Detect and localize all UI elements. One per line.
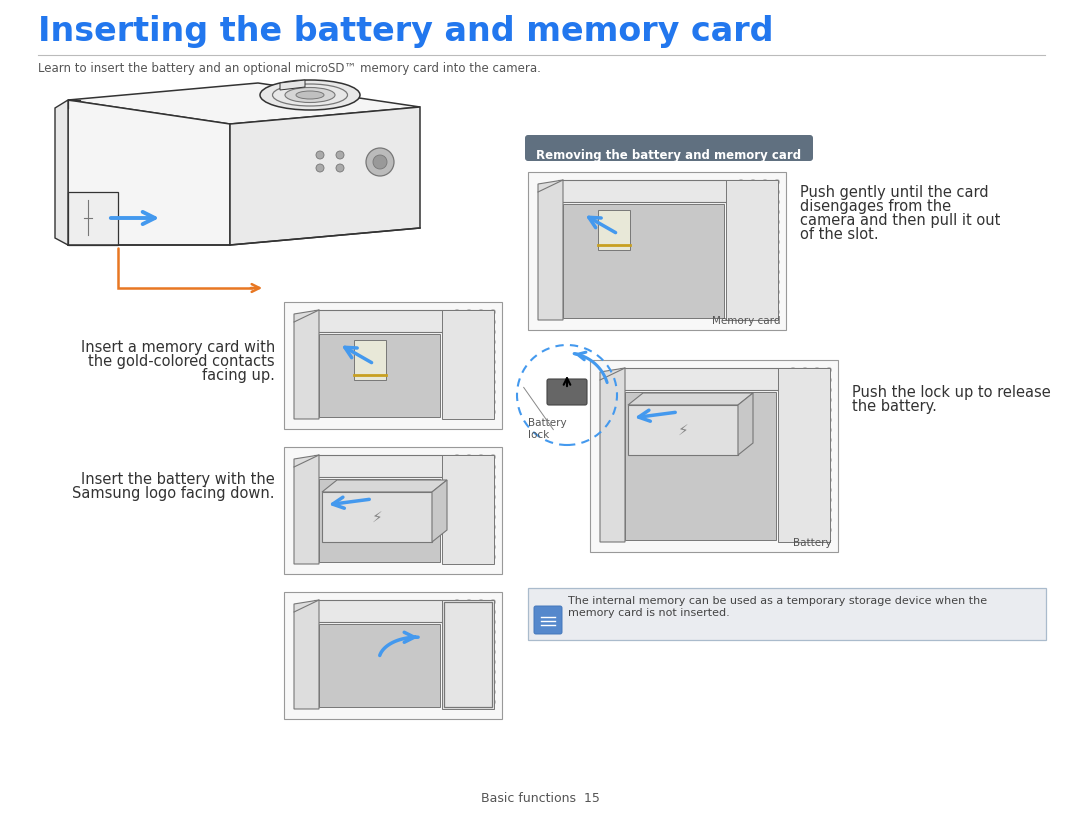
Polygon shape — [442, 600, 494, 709]
Polygon shape — [68, 192, 118, 245]
FancyBboxPatch shape — [590, 360, 838, 552]
Text: the gold-colored contacts: the gold-colored contacts — [89, 354, 275, 369]
Circle shape — [336, 151, 345, 159]
Circle shape — [366, 148, 394, 176]
Text: Battery: Battery — [794, 538, 832, 548]
Polygon shape — [442, 455, 494, 564]
Text: Insert a memory card with: Insert a memory card with — [81, 340, 275, 355]
Polygon shape — [68, 100, 230, 245]
Text: the battery.: the battery. — [852, 399, 936, 414]
Polygon shape — [778, 368, 831, 542]
Circle shape — [373, 155, 387, 169]
Polygon shape — [319, 624, 440, 707]
Polygon shape — [432, 480, 447, 542]
Text: lock: lock — [528, 430, 550, 440]
FancyBboxPatch shape — [528, 588, 1047, 640]
Polygon shape — [354, 340, 386, 380]
Text: Basic functions  15: Basic functions 15 — [481, 792, 599, 805]
Polygon shape — [314, 600, 490, 622]
Polygon shape — [538, 180, 563, 320]
Circle shape — [336, 164, 345, 172]
FancyBboxPatch shape — [528, 172, 786, 330]
Circle shape — [316, 164, 324, 172]
Polygon shape — [314, 310, 490, 332]
Polygon shape — [444, 602, 492, 707]
Text: disengages from the: disengages from the — [800, 199, 951, 214]
Polygon shape — [294, 600, 319, 709]
Ellipse shape — [296, 91, 324, 99]
Polygon shape — [442, 310, 494, 419]
Text: camera and then pull it out: camera and then pull it out — [800, 213, 1000, 228]
Polygon shape — [314, 455, 490, 477]
Text: facing up.: facing up. — [202, 368, 275, 383]
Text: Push the lock up to release: Push the lock up to release — [852, 385, 1051, 400]
Text: Battery: Battery — [528, 418, 567, 428]
Polygon shape — [322, 492, 432, 542]
Polygon shape — [230, 107, 420, 245]
Polygon shape — [598, 210, 630, 250]
Polygon shape — [558, 180, 774, 202]
Circle shape — [316, 151, 324, 159]
Polygon shape — [738, 393, 753, 455]
Text: Learn to insert the battery and an optional microSD™ memory card into the camera: Learn to insert the battery and an optio… — [38, 62, 541, 75]
Text: memory card is not inserted.: memory card is not inserted. — [568, 608, 730, 618]
Text: Push gently until the card: Push gently until the card — [800, 185, 988, 200]
Text: The internal memory can be used as a temporary storage device when the: The internal memory can be used as a tem… — [568, 596, 987, 606]
FancyBboxPatch shape — [525, 135, 813, 161]
FancyBboxPatch shape — [284, 447, 502, 574]
Polygon shape — [627, 405, 738, 455]
Polygon shape — [563, 204, 724, 318]
Polygon shape — [319, 479, 440, 562]
FancyBboxPatch shape — [284, 592, 502, 719]
Ellipse shape — [260, 80, 360, 110]
Polygon shape — [625, 392, 777, 540]
Text: Removing the battery and memory card: Removing the battery and memory card — [537, 149, 801, 162]
Polygon shape — [600, 368, 625, 542]
Text: of the slot.: of the slot. — [800, 227, 879, 242]
Text: Inserting the battery and memory card: Inserting the battery and memory card — [38, 15, 773, 48]
Polygon shape — [627, 393, 753, 405]
Text: Memory card: Memory card — [712, 316, 780, 326]
Polygon shape — [280, 80, 305, 90]
Polygon shape — [726, 180, 778, 320]
Text: Insert the battery with the: Insert the battery with the — [81, 472, 275, 487]
Polygon shape — [322, 480, 447, 492]
Text: ⚡: ⚡ — [372, 509, 382, 525]
Text: ⚡: ⚡ — [677, 422, 688, 438]
Polygon shape — [294, 455, 319, 564]
FancyBboxPatch shape — [284, 302, 502, 429]
Polygon shape — [68, 83, 420, 124]
Polygon shape — [294, 310, 319, 419]
Polygon shape — [620, 368, 826, 390]
Text: Samsung logo facing down.: Samsung logo facing down. — [72, 486, 275, 501]
Polygon shape — [55, 100, 68, 245]
Polygon shape — [319, 334, 440, 417]
Ellipse shape — [285, 87, 335, 103]
FancyBboxPatch shape — [534, 606, 562, 634]
FancyBboxPatch shape — [546, 379, 588, 405]
